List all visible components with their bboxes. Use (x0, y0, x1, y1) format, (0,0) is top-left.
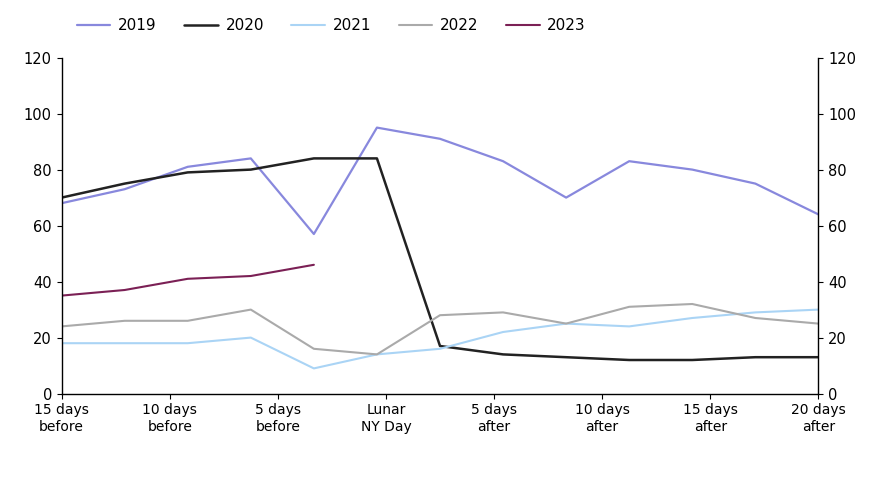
2019 (624, 158, 634, 164)
2021 (750, 310, 760, 315)
Line: 2023: 2023 (62, 265, 314, 296)
2022 (182, 318, 193, 324)
2020 (246, 167, 256, 172)
2020 (182, 169, 193, 175)
2020 (750, 354, 760, 360)
Line: 2022: 2022 (62, 304, 818, 354)
2020 (371, 156, 382, 161)
2021 (120, 340, 130, 346)
2021 (246, 335, 256, 340)
2020 (561, 354, 571, 360)
2020 (624, 357, 634, 363)
2019 (120, 186, 130, 192)
2019 (687, 167, 698, 172)
2022 (687, 301, 698, 307)
2019 (435, 136, 445, 142)
2019 (750, 181, 760, 187)
2022 (624, 304, 634, 310)
2022 (56, 324, 67, 329)
2021 (498, 329, 509, 335)
2022 (750, 315, 760, 321)
2022 (561, 321, 571, 326)
2020 (498, 351, 509, 357)
2019 (561, 195, 571, 201)
2022 (120, 318, 130, 324)
2023 (309, 262, 319, 268)
2019 (246, 156, 256, 161)
2022 (246, 307, 256, 312)
2023 (56, 293, 67, 299)
2019 (56, 200, 67, 206)
Legend: 2019, 2020, 2021, 2022, 2023: 2019, 2020, 2021, 2022, 2023 (77, 18, 586, 33)
2019 (182, 164, 193, 170)
2019 (813, 212, 824, 217)
2021 (56, 340, 67, 346)
2021 (813, 307, 824, 312)
2022 (498, 310, 509, 315)
2020 (435, 343, 445, 349)
2021 (371, 351, 382, 357)
2023 (120, 287, 130, 293)
2019 (309, 231, 319, 237)
2021 (435, 346, 445, 352)
2021 (624, 324, 634, 329)
2021 (182, 340, 193, 346)
2022 (435, 312, 445, 318)
Line: 2021: 2021 (62, 310, 818, 369)
2020 (813, 354, 824, 360)
2023 (246, 273, 256, 279)
2022 (813, 321, 824, 326)
2020 (56, 195, 67, 201)
2019 (498, 158, 509, 164)
2021 (561, 321, 571, 326)
2019 (371, 125, 382, 131)
2020 (687, 357, 698, 363)
2023 (182, 276, 193, 282)
Line: 2019: 2019 (62, 128, 818, 234)
2020 (120, 181, 130, 187)
2022 (309, 346, 319, 352)
2020 (309, 156, 319, 161)
Line: 2020: 2020 (62, 158, 818, 360)
2021 (687, 315, 698, 321)
2021 (309, 366, 319, 372)
2022 (371, 351, 382, 357)
